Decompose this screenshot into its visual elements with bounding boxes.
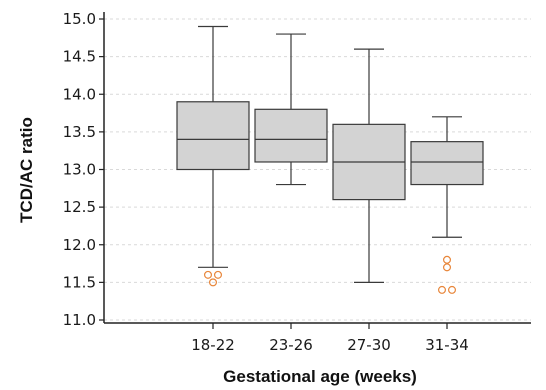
y-tick-label: 14.0 (63, 85, 96, 103)
box-23-26 (254, 33, 328, 186)
x-tick-label: 18-22 (191, 336, 235, 354)
x-tick-labels: 18-22 23-26 27-30 31-34 (191, 323, 469, 354)
outlier-point (443, 263, 452, 272)
axes (103, 12, 531, 324)
iqr-box (254, 108, 328, 163)
y-tick-label: 13.0 (63, 161, 96, 179)
y-tick-label: 15.0 (63, 10, 96, 28)
outlier-point (214, 270, 223, 279)
x-axis-title: Gestational age (weeks) (223, 367, 417, 386)
y-axis-title: TCD/AC ratio (17, 117, 36, 223)
y-tick-label: 11.5 (63, 273, 96, 291)
outlier-point (448, 285, 457, 294)
outlier-point (209, 278, 218, 287)
y-tick-label: 12.0 (63, 236, 96, 254)
x-tick-label: 27-30 (347, 336, 391, 354)
iqr-box (176, 101, 250, 171)
y-tick-label: 11.0 (63, 311, 96, 329)
y-tick-label: 14.5 (63, 48, 96, 66)
outlier-point (204, 270, 213, 279)
y-tick-label: 12.5 (63, 198, 96, 216)
iqr-box (410, 141, 484, 186)
box-18-22 (176, 25, 250, 287)
x-tick-label: 23-26 (269, 336, 313, 354)
outlier-point (438, 285, 447, 294)
y-tick-label: 13.5 (63, 123, 96, 141)
outlier-point (443, 255, 452, 264)
x-tick-label: 31-34 (425, 336, 469, 354)
box-31-34 (410, 116, 484, 294)
box-series (176, 25, 484, 294)
box-27-30 (332, 48, 406, 283)
y-tick-labels: 11.0 11.5 12.0 12.5 13.0 13.5 14.0 14.5 15.0 (63, 10, 104, 329)
